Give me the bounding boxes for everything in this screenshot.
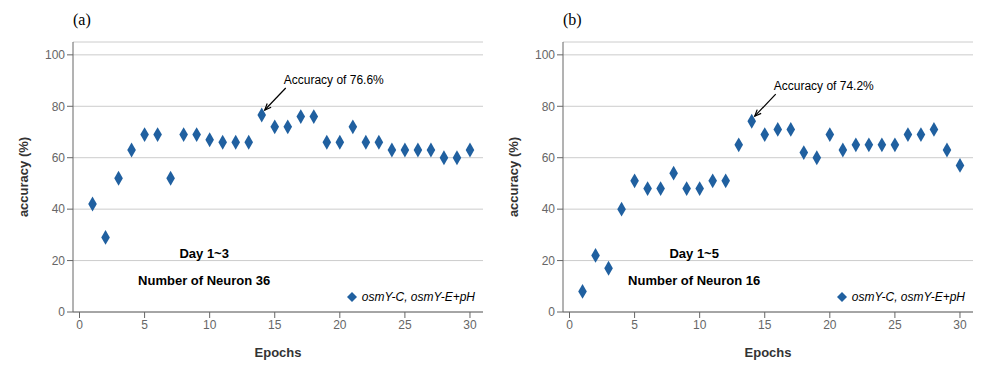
svg-text:25: 25 xyxy=(398,318,412,332)
svg-text:accuracy (%): accuracy (%) xyxy=(16,137,31,217)
svg-text:Accuracy of 76.6%: Accuracy of 76.6% xyxy=(284,73,384,87)
svg-text:0: 0 xyxy=(548,305,555,319)
svg-text:20: 20 xyxy=(823,318,837,332)
svg-text:40: 40 xyxy=(52,202,66,216)
svg-text:25: 25 xyxy=(888,318,902,332)
svg-text:60: 60 xyxy=(52,151,66,165)
svg-text:40: 40 xyxy=(542,202,556,216)
svg-text:5: 5 xyxy=(631,318,638,332)
svg-text:20: 20 xyxy=(52,254,66,268)
svg-text:0: 0 xyxy=(566,318,573,332)
svg-text:100: 100 xyxy=(45,48,65,62)
svg-text:80: 80 xyxy=(52,100,66,114)
svg-text:accuracy (%): accuracy (%) xyxy=(506,137,521,217)
html-text:Number of Neuron 16: Number of Neuron 16 xyxy=(628,272,761,288)
svg-text:10: 10 xyxy=(203,318,217,332)
html-text:osmY-C, osmY-E+pH: osmY-C, osmY-E+pH xyxy=(361,290,475,304)
html-text:(b): (b) xyxy=(563,11,582,28)
svg-text:60: 60 xyxy=(542,151,556,165)
svg-text:0: 0 xyxy=(76,318,83,332)
svg-text:30: 30 xyxy=(953,318,967,332)
svg-text:0: 0 xyxy=(58,305,65,319)
svg-text:10: 10 xyxy=(693,318,707,332)
svg-text:5: 5 xyxy=(141,318,148,332)
html-text:Day 1~3: Day 1~3 xyxy=(179,245,229,261)
svg-text:15: 15 xyxy=(268,318,282,332)
svg-text:Epochs: Epochs xyxy=(745,345,792,360)
html-text:Day 1~5: Day 1~5 xyxy=(669,245,719,261)
html-text:osmY-C, osmY-E+pH: osmY-C, osmY-E+pH xyxy=(851,290,965,304)
svg-text:30: 30 xyxy=(463,318,477,332)
html-text:Number of Neuron 36: Number of Neuron 36 xyxy=(138,272,271,288)
svg-text:20: 20 xyxy=(542,254,556,268)
svg-text:100: 100 xyxy=(535,48,555,62)
svg-text:15: 15 xyxy=(758,318,772,332)
html-text:(a): (a) xyxy=(73,11,91,28)
svg-text:Accuracy of 74.2%: Accuracy of 74.2% xyxy=(774,79,874,93)
svg-text:Epochs: Epochs xyxy=(255,345,302,360)
svg-text:20: 20 xyxy=(333,318,347,332)
svg-text:80: 80 xyxy=(542,100,556,114)
